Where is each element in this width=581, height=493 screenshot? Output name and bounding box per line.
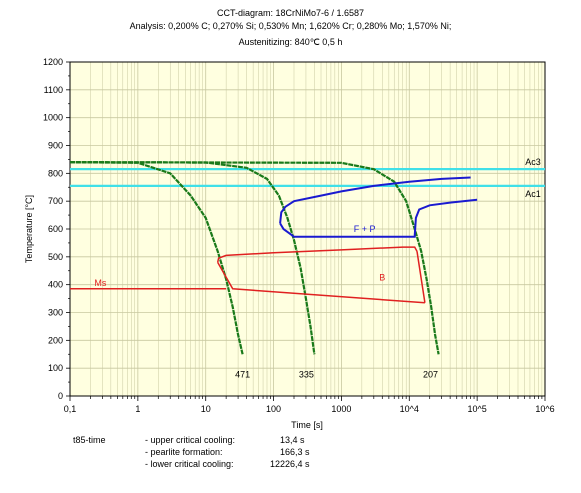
- hardness-label: 471: [235, 369, 250, 379]
- chart-analysis: Analysis: 0,200% C; 0,270% Si; 0,530% Mn…: [129, 21, 452, 31]
- x-tick-label: 0,1: [64, 404, 77, 414]
- critical-label-ac1: Ac1: [525, 189, 541, 199]
- y-tick-label: 800: [48, 168, 63, 178]
- region-label: F + P: [354, 224, 376, 234]
- footer-row-3-name: - lower critical cooling:: [145, 459, 234, 469]
- y-axis-label: Temperature [°C]: [24, 195, 34, 263]
- region-boundary: [279, 222, 416, 238]
- cooling-curve: [69, 161, 316, 355]
- y-tick-label: 1100: [44, 85, 63, 95]
- y-tick-label: 900: [48, 141, 63, 151]
- y-tick-label: 400: [48, 280, 63, 290]
- y-tick-label: 700: [48, 196, 63, 206]
- y-tick-label: 1200: [43, 57, 63, 67]
- region-boundary: [217, 262, 425, 304]
- region-boundary: [416, 251, 426, 303]
- footer-row-2-value: 166,3 s: [280, 447, 310, 457]
- x-tick-label: 1: [135, 404, 140, 414]
- region-boundary: [216, 246, 418, 263]
- region-label: Ms: [94, 278, 106, 288]
- grid: [69, 61, 545, 397]
- footer-row-3-value: 12226,4 s: [270, 459, 310, 469]
- cooling-curve: [69, 161, 244, 355]
- t85-label: t85-time: [73, 435, 106, 445]
- plot-frame: [69, 61, 546, 397]
- series: Ac3 Ac1 471 335 207 F + P B Ms: [69, 157, 545, 379]
- footer-row-2-name: - pearlite formation:: [145, 447, 223, 457]
- chart-austenitizing: Austenitizing: 840℃ 0,5 h: [238, 37, 343, 47]
- y-tick-label: 600: [48, 224, 63, 234]
- region-label: B: [379, 272, 385, 282]
- x-tick-label: 10^5: [468, 404, 487, 414]
- footer-row-1-name: - upper critical cooling:: [145, 435, 236, 445]
- y-tick-label: 300: [48, 308, 63, 318]
- x-tick-label: 10: [201, 404, 211, 414]
- y-tick-label: 1000: [43, 113, 63, 123]
- x-tick-label: 1000: [331, 404, 351, 414]
- y-tick-label: 100: [48, 363, 63, 373]
- axes: 0100200300400500600700800900100011001200…: [43, 57, 555, 414]
- footer-row-1-value: 13,4 s: [280, 435, 305, 445]
- critical-label-ac3: Ac3: [525, 157, 541, 167]
- y-tick-label: 0: [58, 391, 63, 401]
- y-tick-label: 500: [48, 252, 63, 262]
- y-tick-label: 200: [48, 335, 63, 345]
- region-boundary: [413, 198, 478, 237]
- x-tick-label: 10^4: [400, 404, 419, 414]
- x-tick-label: 10^6: [535, 404, 554, 414]
- region-boundary: [279, 176, 471, 224]
- hardness-label: 335: [299, 369, 314, 379]
- x-tick-label: 100: [266, 404, 281, 414]
- chart-title: CCT-diagram: 18CrNiMo7-6 / 1.6587: [216, 8, 365, 18]
- hardness-label: 207: [423, 369, 438, 379]
- x-axis-label: Time [s]: [291, 420, 323, 430]
